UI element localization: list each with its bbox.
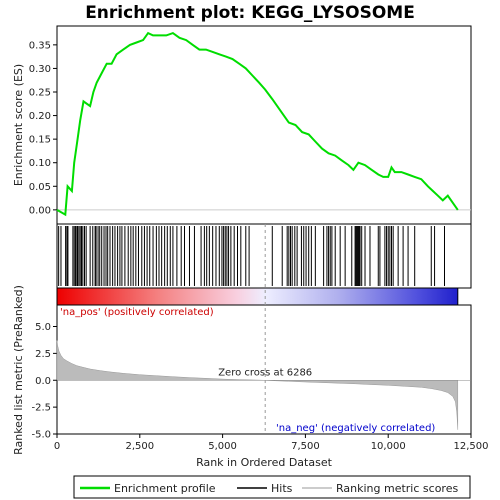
es-y-tick-label: 0.25 [29,88,51,99]
metric-y-axis-label: Ranked list metric (PreRanked) [12,285,25,455]
x-axis-label: Rank in Ordered Dataset [196,456,333,469]
metric-y-tick-label: 0.0 [35,376,51,387]
es-panel: 0.00 0.05 0.10 0.15 0.20 0.25 0.30 0.35 Enrichm… [12,25,472,225]
es-y-axis-label: Enrichment score (ES) [12,64,25,186]
x-tick-label: 5,000 [208,441,237,452]
x-tick-label: 12,500 [454,441,489,452]
x-tick-label: 2,500 [125,441,154,452]
es-y-tick-label: 0.30 [29,64,51,75]
es-y-tick-label: 0.10 [29,158,51,169]
legend-enrichment-label: Enrichment profile [114,482,216,495]
positive-correlation-label: 'na_pos' (positively correlated) [60,307,214,318]
x-tick-label: 7,500 [291,441,320,452]
es-y-tick-label: 0.00 [29,205,51,216]
metric-y-tick-label: 2.5 [35,349,51,360]
metric-y-axis: -5.0 -2.5 0.0 2.5 5.0 [31,322,57,441]
hits-panel [56,223,472,289]
es-y-tick-label: 0.35 [29,40,51,51]
metric-y-tick-label: -5.0 [31,430,51,441]
metric-panel: -5.0 -2.5 0.0 2.5 5.0 Zero cross at 6286 'na… [12,224,472,455]
x-axis: 0 2,500 5,000 7,500 10,000 12,500 [54,434,489,452]
x-tick-label: 10,000 [371,441,406,452]
enrichment-profile-line [56,31,459,217]
es-y-tick-label: 0.20 [29,111,51,122]
x-tick-label: 0 [54,441,60,452]
es-y-tick-label: 0.15 [29,135,51,146]
es-y-axis: 0.00 0.05 0.10 0.15 0.20 0.25 0.30 0.35 [29,40,57,216]
legend-hits-label: Hits [271,482,293,495]
zero-cross-label: Zero cross at 6286 [218,367,312,378]
chart-title: Enrichment plot: KEGG_LYSOSOME [85,3,415,23]
rank-color-bar [56,287,459,306]
hits-marks [58,226,446,286]
metric-y-tick-label: 5.0 [35,322,51,333]
legend-metric-label: Ranking metric scores [336,482,458,495]
negative-correlation-label: 'na_neg' (negatively correlated) [276,423,435,434]
es-y-tick-label: 0.05 [29,182,51,193]
metric-y-tick-label: -2.5 [31,403,51,414]
legend: Enrichment profile Hits Ranking metric s… [73,475,471,499]
ranking-metric-area [56,340,459,430]
